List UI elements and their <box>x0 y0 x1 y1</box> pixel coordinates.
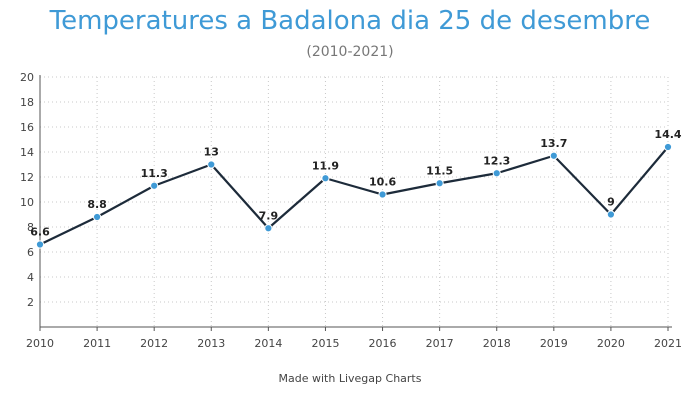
x-tick-label: 2013 <box>197 337 225 350</box>
data-label: 14.4 <box>654 128 681 141</box>
data-point <box>378 190 387 199</box>
chart-title: Temperatures a Badalona dia 25 de desemb… <box>49 6 651 36</box>
data-label: 8.8 <box>87 198 107 211</box>
y-tick-label: 16 <box>20 121 34 134</box>
credit-text: Made with Livegap Charts <box>278 372 422 385</box>
data-label: 13 <box>204 146 219 159</box>
x-tick-label: 2021 <box>654 337 682 350</box>
y-tick-label: 18 <box>20 96 34 109</box>
y-tick-label: 12 <box>20 171 34 184</box>
x-tick-label: 2016 <box>369 337 397 350</box>
y-tick-label: 4 <box>27 271 34 284</box>
y-tick-label: 6 <box>27 246 34 259</box>
y-tick-label: 2 <box>27 296 34 309</box>
series-line <box>39 146 669 246</box>
data-label: 11.9 <box>312 159 339 172</box>
data-label: 6.6 <box>30 226 50 239</box>
x-tick-label: 2017 <box>426 337 454 350</box>
x-tick-label: 2019 <box>540 337 568 350</box>
data-label: 7.9 <box>259 209 279 222</box>
data-label: 12.3 <box>483 154 510 167</box>
data-point <box>264 224 273 233</box>
data-label: 9 <box>607 196 615 209</box>
chart-subtitle: (2010-2021) <box>306 44 394 60</box>
data-label: 11.3 <box>141 167 168 180</box>
data-point <box>435 179 444 188</box>
x-tick-label: 2020 <box>597 337 625 350</box>
y-tick-label: 10 <box>20 196 34 209</box>
x-tick-label: 2012 <box>140 337 168 350</box>
x-tick-label: 2014 <box>254 337 282 350</box>
data-point <box>606 210 616 219</box>
data-label: 13.7 <box>540 137 567 150</box>
y-tick-label: 14 <box>20 146 34 159</box>
x-tick-label: 2010 <box>26 337 54 350</box>
data-point <box>207 160 216 169</box>
data-point <box>150 181 159 190</box>
data-point <box>321 174 330 183</box>
data-point <box>663 142 673 152</box>
y-tick-label: 8 <box>27 221 34 234</box>
data-label: 11.5 <box>426 164 453 177</box>
data-label: 10.6 <box>369 176 396 189</box>
x-tick-label: 2015 <box>311 337 339 350</box>
data-point <box>35 240 45 249</box>
data-point <box>92 212 102 222</box>
data-point <box>549 151 558 160</box>
data-point <box>492 169 501 178</box>
x-tick-label: 2018 <box>483 337 511 350</box>
x-tick-label: 2011 <box>83 337 111 350</box>
y-tick-label: 20 <box>20 71 34 84</box>
